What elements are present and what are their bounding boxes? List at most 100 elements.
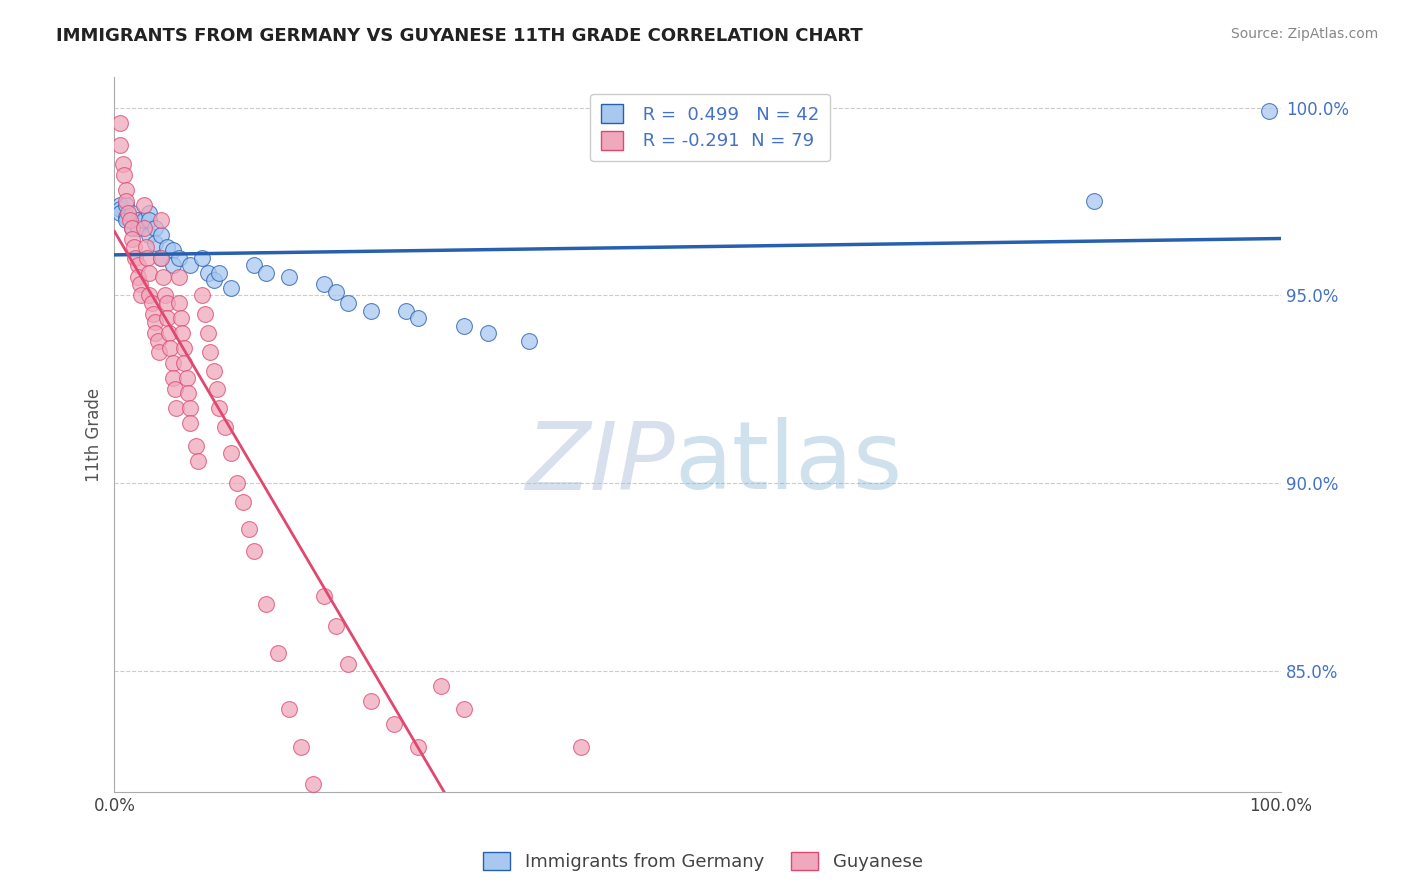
Point (202, 364, 225, 378)
Point (205, 383, 228, 397)
Point (156, 239, 179, 253)
Point (156, 296, 179, 310)
Point (360, 694, 382, 708)
Point (110, 202, 132, 216)
Point (198, 344, 221, 359)
Point (290, 739, 312, 754)
Point (191, 251, 214, 265)
Point (150, 228, 173, 243)
Point (214, 420, 236, 434)
Point (336, 296, 359, 310)
Point (122, 239, 145, 253)
Y-axis label: 11th Grade: 11th Grade (86, 387, 103, 482)
Point (219, 446, 242, 460)
Point (197, 326, 219, 340)
Point (112, 168, 135, 182)
Text: atlas: atlas (675, 417, 903, 509)
Point (150, 251, 173, 265)
Point (121, 220, 143, 235)
Point (170, 311, 193, 326)
Point (162, 244, 184, 258)
Point (124, 251, 146, 265)
Point (127, 220, 149, 235)
Point (173, 341, 195, 355)
Point (132, 220, 155, 235)
Point (138, 266, 160, 280)
Point (219, 281, 242, 295)
Point (1258, 104, 1281, 119)
Point (243, 544, 266, 558)
Legend:  R =  0.499   N = 42,  R = -0.291  N = 79: R = 0.499 N = 42, R = -0.291 N = 79 (591, 94, 830, 161)
Point (115, 183, 138, 197)
Point (453, 702, 475, 716)
Point (208, 266, 231, 280)
Point (569, 739, 592, 754)
Point (135, 239, 157, 253)
Point (143, 326, 166, 340)
Point (254, 266, 277, 280)
Point (395, 303, 418, 318)
Point (148, 344, 170, 359)
Point (132, 198, 155, 212)
Point (1083, 194, 1105, 209)
Point (143, 235, 166, 250)
Point (430, 680, 453, 694)
Point (360, 303, 382, 318)
Point (115, 210, 138, 224)
Point (382, 717, 405, 731)
Point (138, 228, 160, 243)
Point (132, 213, 155, 227)
Point (146, 334, 169, 348)
Point (142, 307, 165, 321)
Point (165, 401, 187, 416)
Point (167, 269, 190, 284)
Point (162, 371, 184, 385)
Point (406, 739, 429, 754)
Point (121, 232, 143, 246)
Point (152, 269, 174, 284)
Point (143, 315, 166, 329)
Point (254, 597, 277, 611)
Point (138, 288, 160, 302)
Point (110, 138, 132, 153)
Point (167, 251, 190, 265)
Point (136, 251, 159, 265)
Point (191, 288, 214, 302)
Point (129, 288, 152, 302)
Point (267, 646, 290, 660)
Point (127, 213, 149, 227)
Point (115, 194, 138, 209)
Point (406, 311, 429, 326)
Point (115, 198, 138, 212)
Text: Source: ZipAtlas.com: Source: ZipAtlas.com (1230, 27, 1378, 41)
Point (314, 277, 336, 292)
Text: ZIP: ZIP (524, 417, 675, 508)
Point (162, 259, 184, 273)
Point (325, 619, 347, 633)
Legend: Immigrants from Germany, Guyanese: Immigrants from Germany, Guyanese (477, 845, 929, 879)
Point (179, 401, 201, 416)
Point (336, 657, 359, 671)
Point (232, 495, 254, 509)
Point (197, 266, 219, 280)
Point (153, 288, 176, 302)
Point (117, 206, 139, 220)
Point (141, 296, 163, 310)
Point (208, 401, 231, 416)
Point (453, 318, 475, 333)
Point (121, 220, 143, 235)
Point (110, 198, 132, 212)
Point (179, 417, 201, 431)
Point (278, 269, 301, 284)
Point (143, 220, 166, 235)
Point (477, 326, 499, 340)
Point (138, 206, 160, 220)
Point (110, 115, 132, 129)
Point (167, 296, 190, 310)
Point (111, 157, 134, 171)
Point (127, 269, 149, 284)
Point (156, 311, 179, 326)
Point (138, 213, 160, 227)
Point (129, 277, 152, 292)
Point (238, 522, 260, 536)
